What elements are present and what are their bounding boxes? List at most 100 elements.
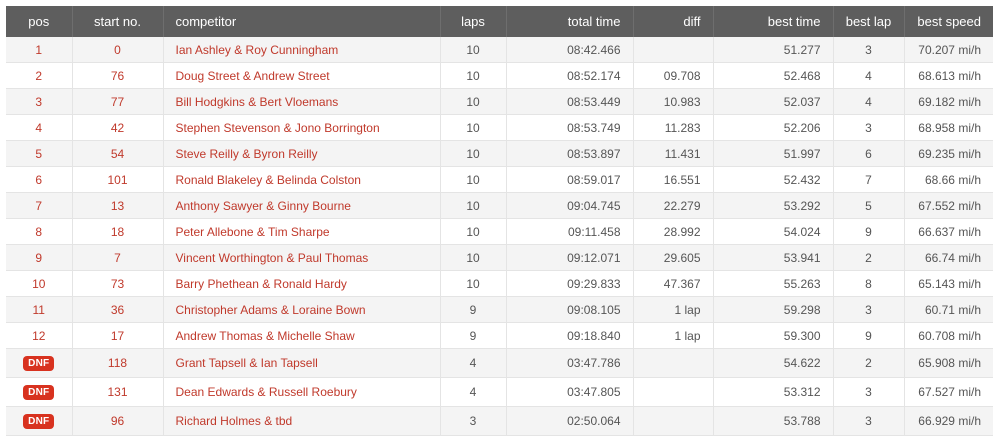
cell-best-lap: 3: [833, 377, 905, 407]
cell-laps: 4: [440, 377, 507, 407]
competitor-link[interactable]: Grant Tapsell & Ian Tapsell: [175, 356, 318, 370]
cell-best-lap: 3: [833, 114, 905, 141]
table-row: 7 13 Anthony Sawyer & Ginny Bourne 10 09:04.…: [6, 192, 993, 219]
cell-best-speed: 67.552 mi/h: [904, 192, 993, 219]
cell-best-lap: 3: [833, 37, 905, 63]
cell-best-lap: 7: [833, 166, 905, 193]
competitor-link[interactable]: Christopher Adams & Loraine Bown: [175, 302, 366, 317]
cell-laps: 9: [440, 296, 507, 323]
cell-start-no: 76: [72, 62, 164, 89]
cell-pos: 12: [6, 322, 73, 349]
cell-laps: 10: [440, 37, 507, 63]
cell-start-no: 77: [72, 88, 164, 115]
cell-diff: 16.551: [633, 166, 714, 193]
competitor-link[interactable]: Andrew Thomas & Michelle Shaw: [175, 328, 355, 343]
competitor-link[interactable]: Bill Hodgkins & Bert Vloemans: [175, 94, 339, 109]
cell-best-speed: 66.929 mi/h: [904, 406, 993, 436]
cell-start-no: 13: [72, 192, 164, 219]
cell-competitor: Peter Allebone & Tim Sharpe: [163, 218, 441, 245]
cell-best-time: 53.312: [713, 377, 834, 407]
competitor-link[interactable]: Vincent Worthington & Paul Thomas: [175, 250, 369, 265]
cell-laps: 10: [440, 140, 507, 167]
col-header-diff[interactable]: diff: [633, 6, 714, 37]
cell-competitor: Vincent Worthington & Paul Thomas: [163, 244, 441, 271]
cell-best-speed: 66.637 mi/h: [904, 218, 993, 245]
cell-start-no: 0: [72, 37, 164, 63]
cell-competitor: Anthony Sawyer & Ginny Bourne: [163, 192, 441, 219]
cell-start-no: 131: [72, 377, 164, 407]
competitor-link[interactable]: Steve Reilly & Byron Reilly: [175, 146, 318, 161]
cell-diff: 11.283: [633, 114, 714, 141]
cell-start-no: 42: [72, 114, 164, 141]
competitor-link[interactable]: Barry Phethean & Ronald Hardy: [175, 276, 347, 291]
table-row: 11 36 Christopher Adams & Loraine Bown 9 09:…: [6, 296, 993, 323]
col-header-best-speed[interactable]: best speed: [904, 6, 993, 37]
competitor-link[interactable]: Ian Ashley & Roy Cunningham: [175, 42, 339, 57]
cell-start-no: 18: [72, 218, 164, 245]
cell-total-time: 03:47.805: [506, 377, 634, 407]
cell-start-no: 36: [72, 296, 164, 323]
cell-total-time: 09:18.840: [506, 322, 634, 349]
cell-competitor: Doug Street & Andrew Street: [163, 62, 441, 89]
competitor-link[interactable]: Richard Holmes & tbd: [175, 414, 293, 428]
cell-best-time: 51.997: [713, 140, 834, 167]
cell-total-time: 09:12.071: [506, 244, 634, 271]
cell-best-time: 51.277: [713, 37, 834, 63]
cell-pos: 6: [6, 166, 73, 193]
cell-best-speed: 65.143 mi/h: [904, 270, 993, 297]
table-row: 10 73 Barry Phethean & Ronald Hardy 10 09:29…: [6, 270, 993, 297]
cell-laps: 9: [440, 322, 507, 349]
cell-pos: DNF: [6, 406, 73, 436]
cell-total-time: 08:53.897: [506, 140, 634, 167]
dnf-badge: DNF: [23, 414, 55, 429]
table-row: 3 77 Bill Hodgkins & Bert Vloemans 10 08:53.…: [6, 88, 993, 115]
cell-total-time: 08:52.174: [506, 62, 634, 89]
cell-diff: [633, 348, 714, 378]
cell-start-no: 54: [72, 140, 164, 167]
competitor-link[interactable]: Anthony Sawyer & Ginny Bourne: [175, 198, 351, 213]
cell-best-lap: 2: [833, 348, 905, 378]
table-row: 2 76 Doug Street & Andrew Street 10 08:52.17…: [6, 62, 993, 89]
cell-pos: 10: [6, 270, 73, 297]
cell-diff: 10.983: [633, 88, 714, 115]
results-body: 1 0 Ian Ashley & Roy Cunningham 10 08:42.466…: [6, 37, 993, 436]
cell-total-time: 09:29.833: [506, 270, 634, 297]
col-header-best-lap[interactable]: best lap: [833, 6, 905, 37]
cell-diff: 22.279: [633, 192, 714, 219]
competitor-link[interactable]: Doug Street & Andrew Street: [175, 68, 330, 83]
table-row: DNF 131 Dean Edwards & Russell Roebury 4 03:…: [6, 377, 993, 407]
cell-competitor: Dean Edwards & Russell Roebury: [163, 377, 441, 407]
cell-best-speed: 69.182 mi/h: [904, 88, 993, 115]
competitor-link[interactable]: Dean Edwards & Russell Roebury: [175, 385, 357, 399]
cell-start-no: 17: [72, 322, 164, 349]
col-header-best-time[interactable]: best time: [713, 6, 834, 37]
competitor-link[interactable]: Ronald Blakeley & Belinda Colston: [175, 172, 361, 187]
cell-best-lap: 4: [833, 88, 905, 115]
cell-pos: DNF: [6, 348, 73, 378]
col-header-start-no[interactable]: start no.: [72, 6, 164, 37]
cell-best-time: 53.941: [713, 244, 834, 271]
cell-competitor: Grant Tapsell & Ian Tapsell: [163, 348, 441, 378]
cell-start-no: 96: [72, 406, 164, 436]
col-header-laps[interactable]: laps: [440, 6, 507, 37]
cell-competitor: Andrew Thomas & Michelle Shaw: [163, 322, 441, 349]
cell-pos: 8: [6, 218, 73, 245]
cell-competitor: Barry Phethean & Ronald Hardy: [163, 270, 441, 297]
cell-best-time: 59.298: [713, 296, 834, 323]
cell-best-time: 55.263: [713, 270, 834, 297]
cell-laps: 10: [440, 244, 507, 271]
competitor-link[interactable]: Peter Allebone & Tim Sharpe: [175, 224, 330, 239]
cell-best-speed: 66.74 mi/h: [904, 244, 993, 271]
col-header-competitor[interactable]: competitor: [163, 6, 441, 37]
col-header-total-time[interactable]: total time: [506, 6, 634, 37]
col-header-pos[interactable]: pos: [6, 6, 73, 37]
cell-start-no: 118: [72, 348, 164, 378]
cell-competitor: Ronald Blakeley & Belinda Colston: [163, 166, 441, 193]
cell-best-lap: 2: [833, 244, 905, 271]
dnf-badge: DNF: [23, 385, 55, 400]
cell-total-time: 09:08.105: [506, 296, 634, 323]
cell-laps: 10: [440, 192, 507, 219]
table-row: 12 17 Andrew Thomas & Michelle Shaw 9 09:18.…: [6, 322, 993, 349]
cell-total-time: 08:42.466: [506, 37, 634, 63]
competitor-link[interactable]: Stephen Stevenson & Jono Borrington: [175, 120, 380, 135]
